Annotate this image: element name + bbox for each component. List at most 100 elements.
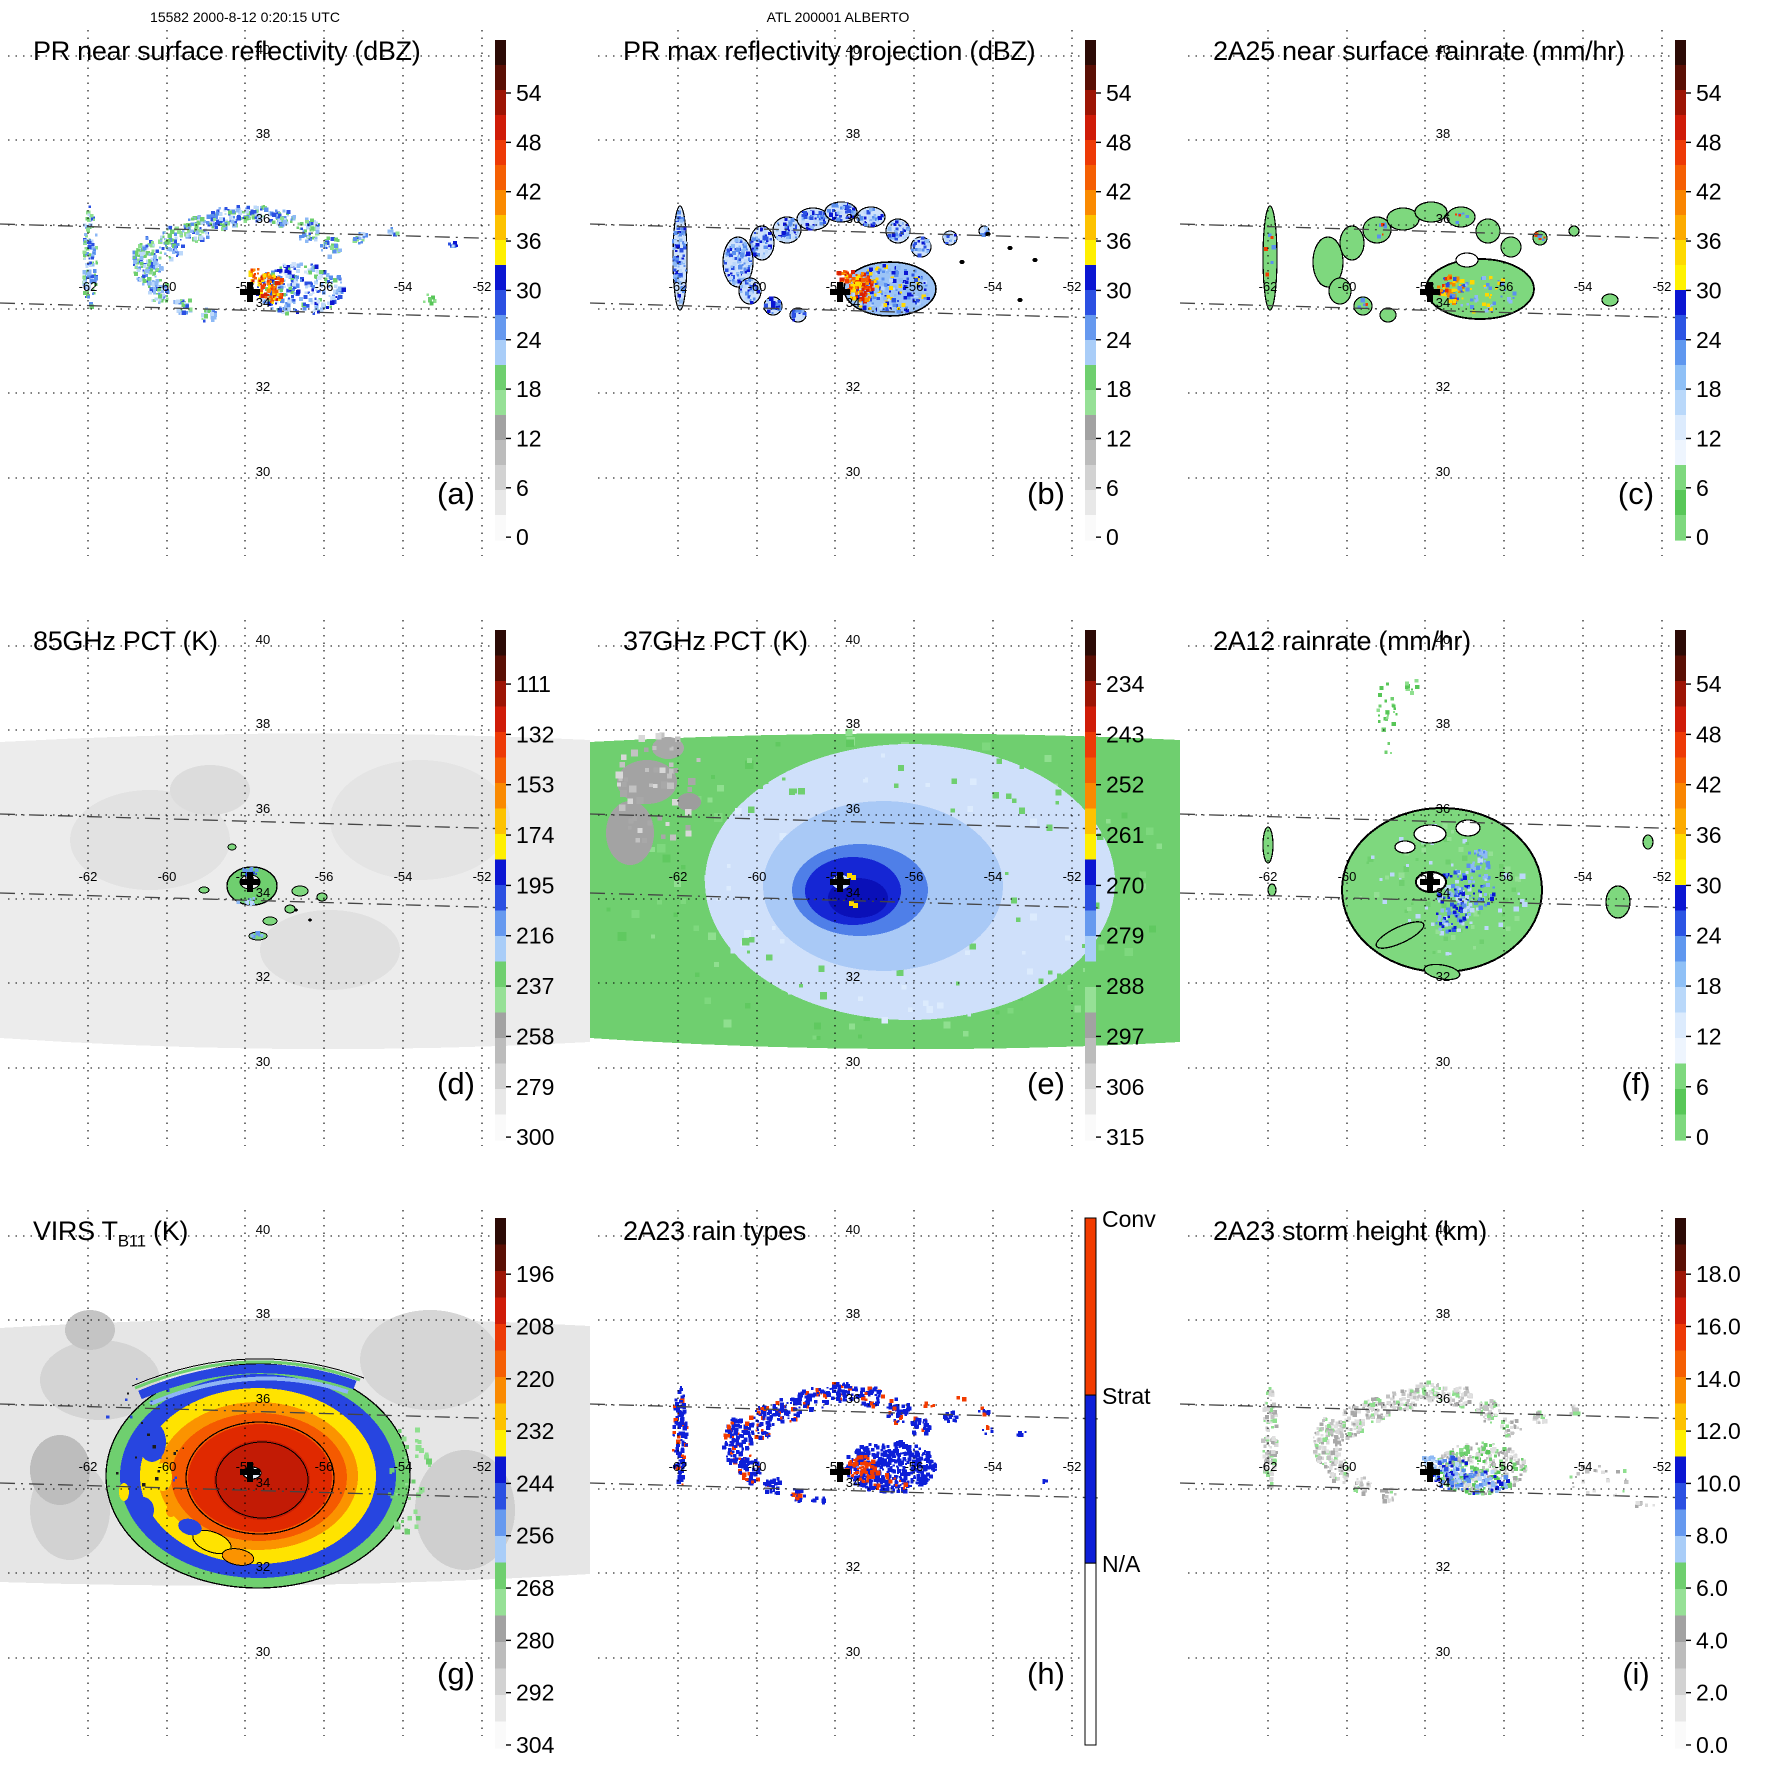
- colorbar-segment: [1085, 808, 1096, 835]
- colorbar-tick-label: 270: [1106, 872, 1144, 898]
- colorbar-tick-label: 54: [1696, 671, 1722, 697]
- colorbar-tick-label: 153: [516, 772, 554, 798]
- colorbar-tick-label: 0: [1106, 524, 1119, 550]
- colorbar-segment: [495, 1218, 506, 1246]
- lat-label: 36: [1436, 211, 1450, 226]
- colorbar-segment: [1675, 415, 1686, 441]
- colorbar-segment: [495, 65, 506, 91]
- colorbar-segment: [495, 1456, 506, 1484]
- panel-title: 2A25 near surface rainrate (mm/hr): [1213, 36, 1625, 71]
- colorbar-segment: [495, 706, 506, 733]
- colorbar-tick-label: 42: [1106, 179, 1132, 205]
- colorbar-segment: [1675, 936, 1686, 963]
- colorbar-segment: [1675, 1244, 1686, 1272]
- colorbar-tick-label: 36: [1106, 228, 1132, 254]
- colorbar-segment: [495, 165, 506, 191]
- lat-label: 38: [1436, 1306, 1450, 1321]
- colorbar-segment: [495, 215, 506, 241]
- colorbar-segment: [495, 961, 506, 988]
- colorbar-tick-label: 6: [516, 475, 529, 501]
- colorbar-tick-label: 24: [1106, 327, 1132, 353]
- colorbar-segment: [1675, 340, 1686, 366]
- raintype-label: N/A: [1102, 1551, 1141, 1577]
- lat-label: 30: [846, 1644, 860, 1659]
- map-canvas-g: -62 -60 -58 -56 -54 -524038363432301962082202…: [0, 1210, 590, 1758]
- lon-label: -56: [315, 869, 334, 884]
- colorbar-segment: [495, 1615, 506, 1643]
- colorbar-segment: [1675, 390, 1686, 416]
- colorbar-segment: [495, 1377, 506, 1405]
- colorbar-tick-label: 12: [516, 425, 542, 451]
- colorbar-tick-label: 36: [1696, 228, 1722, 254]
- colorbar-segment: [1675, 1483, 1686, 1511]
- panel-e: -62 -60 -58 -56 -54 -52 40 38 36 34 32 30 234 243 252 2…: [590, 590, 1180, 1180]
- colorbar-segment: [1085, 65, 1096, 91]
- lat-label: 34: [1436, 1475, 1450, 1490]
- lon-label: -56: [315, 1459, 334, 1474]
- colorbar-tick-label: 0: [1696, 1124, 1709, 1150]
- colorbar-segment: [495, 290, 506, 316]
- map-canvas-i: -62 -60 -58 -56 -54 -5240383634323018.016.014…: [1180, 1210, 1741, 1758]
- panel-title-text: VIRS T: [33, 1216, 118, 1246]
- colorbar-segment: [1675, 1403, 1686, 1431]
- colorbar-segment: [1085, 859, 1096, 886]
- colorbar-segment: [1675, 987, 1686, 1014]
- panel-title: 37GHz PCT (K): [623, 626, 808, 661]
- map-canvas-c: -62 -60 -58 -56 -54 -524038363432305448423630…: [1180, 30, 1722, 556]
- colorbar-segment: [1675, 1456, 1686, 1484]
- colorbar-tick-label: 18: [1696, 376, 1722, 402]
- lat-label: 38: [256, 126, 270, 141]
- colorbar-segment: [495, 859, 506, 886]
- colorbar-tick-label: 279: [1106, 923, 1144, 949]
- storm-center-marker: [240, 1462, 260, 1482]
- colorbar-segment: [495, 1297, 506, 1325]
- panel-title-text: 2A23 storm height (km): [1213, 1216, 1487, 1246]
- lat-label: 38: [256, 716, 270, 731]
- colorbar-tick-label: 10.0: [1696, 1470, 1741, 1496]
- colorbar-segment: [495, 1350, 506, 1378]
- lat-label: 36: [256, 801, 270, 816]
- colorbar-segment: [495, 936, 506, 963]
- colorbar-segment: [495, 365, 506, 391]
- colorbar-segment: [495, 190, 506, 216]
- colorbar-segment: [1085, 630, 1096, 657]
- colorbar-tick-label: 280: [516, 1627, 554, 1653]
- colorbar-tick-label: 42: [1696, 179, 1722, 205]
- panel-letter: (b): [1027, 476, 1065, 511]
- colorbar-segment: [495, 240, 506, 266]
- colorbar-tick-label: 0: [516, 524, 529, 550]
- colorbar-tick-label: 18: [1696, 973, 1722, 999]
- colorbar-segment: [1675, 834, 1686, 861]
- storm-center-marker: [1420, 282, 1440, 302]
- panel-title: PR max reflectivity projection (dBZ): [623, 36, 1036, 71]
- map-canvas-h: -62 -60 -58 -56 -54 -52403836343230ConvStratN…: [590, 1206, 1156, 1746]
- colorbar-segment: [1675, 630, 1686, 657]
- lat-label: 38: [1436, 716, 1450, 731]
- colorbar-tick-label: 48: [516, 129, 542, 155]
- lon-label: -54: [984, 1459, 1003, 1474]
- colorbar-segment: [1675, 165, 1686, 191]
- lat-label: 36: [256, 211, 270, 226]
- colorbar-segment: [1675, 1509, 1686, 1537]
- storm-imagery: [672, 1382, 1048, 1505]
- storm-name-header: ATL 200001 ALBERTO: [766, 9, 910, 25]
- colorbar: 111 132 153 174 195 216 237 258 279 300: [495, 630, 555, 1150]
- lon-label: -56: [315, 279, 334, 294]
- colorbar-segment: [495, 987, 506, 1014]
- lon-label: -62: [1259, 1459, 1278, 1474]
- colorbar-segment: [495, 265, 506, 291]
- colorbar-segment: [1675, 440, 1686, 466]
- lon-label: -54: [394, 279, 413, 294]
- colorbar-segment: [495, 1642, 506, 1670]
- lat-label: 30: [1436, 1644, 1450, 1659]
- lat-label: 40: [1436, 1222, 1450, 1237]
- colorbar-segment: [495, 115, 506, 141]
- lat-label: 38: [846, 126, 860, 141]
- colorbar-segment: [1085, 290, 1096, 316]
- lon-label: -62: [669, 869, 688, 884]
- colorbar-segment: [1085, 655, 1096, 682]
- lat-label: 34: [846, 1475, 860, 1490]
- colorbar-segment: [495, 1721, 506, 1749]
- colorbar-tick-label: 174: [516, 822, 555, 848]
